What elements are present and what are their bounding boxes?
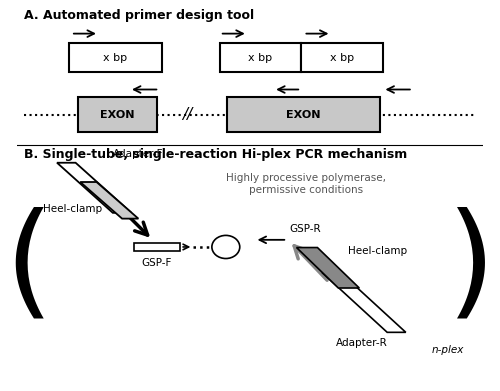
Text: GSP-F: GSP-F — [142, 258, 172, 268]
Text: Heel-clamp: Heel-clamp — [348, 246, 407, 256]
Text: EXON: EXON — [286, 109, 320, 120]
Bar — [220, 43, 301, 72]
Text: x bp: x bp — [248, 53, 272, 63]
Bar — [78, 97, 157, 132]
Text: Adapter-R: Adapter-R — [336, 338, 388, 348]
Circle shape — [212, 235, 240, 258]
Polygon shape — [134, 242, 180, 251]
Text: EXON: EXON — [100, 109, 134, 120]
Polygon shape — [296, 248, 360, 288]
Bar — [301, 43, 382, 72]
Bar — [226, 97, 380, 132]
Text: //: // — [182, 107, 192, 122]
Text: GSP-R: GSP-R — [290, 224, 321, 234]
Text: Highly processive polymerase,
permissive conditions: Highly processive polymerase, permissive… — [226, 173, 386, 195]
Polygon shape — [322, 273, 406, 332]
Text: x bp: x bp — [330, 53, 354, 63]
Text: (: ( — [4, 206, 54, 327]
Text: x bp: x bp — [103, 53, 127, 63]
Text: n-plex: n-plex — [432, 345, 464, 355]
Polygon shape — [80, 182, 138, 219]
Bar — [68, 43, 162, 72]
Polygon shape — [57, 163, 132, 213]
Text: ): ) — [446, 206, 496, 327]
Text: A. Automated primer design tool: A. Automated primer design tool — [24, 9, 254, 22]
Text: Heel-clamp: Heel-clamp — [43, 204, 102, 214]
Text: Adapter-F: Adapter-F — [113, 149, 164, 159]
Text: B. Single-tube, single-reaction Hi-plex PCR mechanism: B. Single-tube, single-reaction Hi-plex … — [24, 149, 407, 161]
